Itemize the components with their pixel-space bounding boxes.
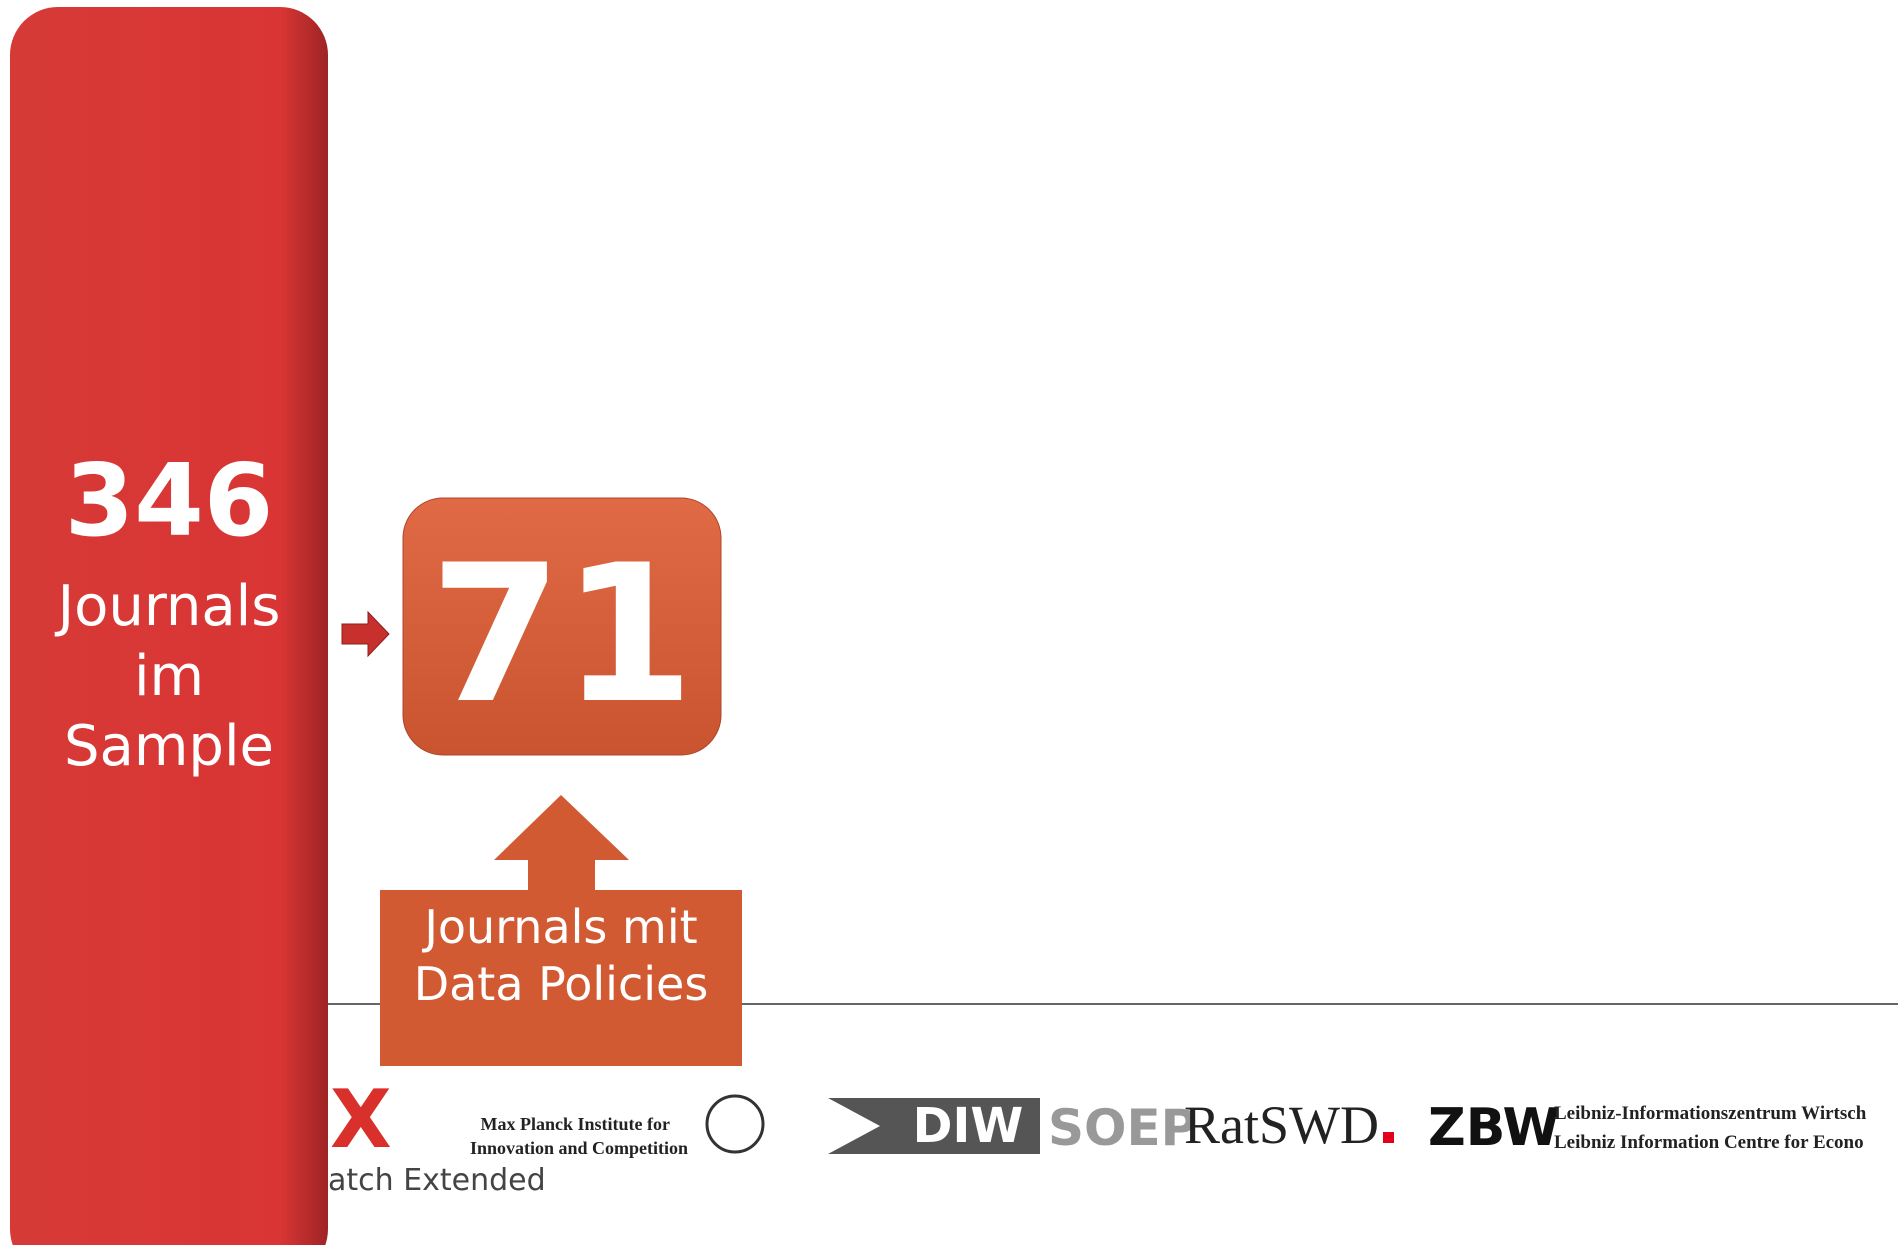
leibniz-text: Leibniz-Informationszentrum Wirtsch (1554, 1103, 1867, 1124)
policies-box (402, 497, 722, 756)
ratswd-text: RatSWD (1184, 1095, 1379, 1155)
arrow-right (341, 610, 390, 658)
logo-x-text: atch Extended (328, 1163, 546, 1198)
policies-count: 71 (430, 524, 694, 745)
sample-text: Sample (64, 714, 274, 779)
leibniz-text: Leibniz Information Centre for Econo (1554, 1132, 1864, 1153)
soep-text: SOEP (1048, 1099, 1197, 1157)
callout (380, 795, 742, 1066)
sample-text: im (134, 644, 204, 709)
mpi-text: Innovation and Competition (470, 1138, 688, 1158)
logo-x: X (330, 1073, 392, 1166)
sample-count: 346 (65, 442, 274, 559)
diw-text: DIW (913, 1098, 1024, 1154)
mpi-text: Max Planck Institute for (481, 1114, 670, 1134)
sample-bar (10, 7, 328, 1245)
callout-text: Data Policies (414, 957, 709, 1011)
callout-text: Journals mit (421, 900, 697, 954)
diw-band (828, 1098, 1040, 1154)
mpi-seal (705, 1094, 765, 1154)
ratswd-dot (1383, 1132, 1394, 1143)
zbw-text: ZBW (1428, 1098, 1560, 1158)
sample-text: Journals (55, 574, 281, 639)
